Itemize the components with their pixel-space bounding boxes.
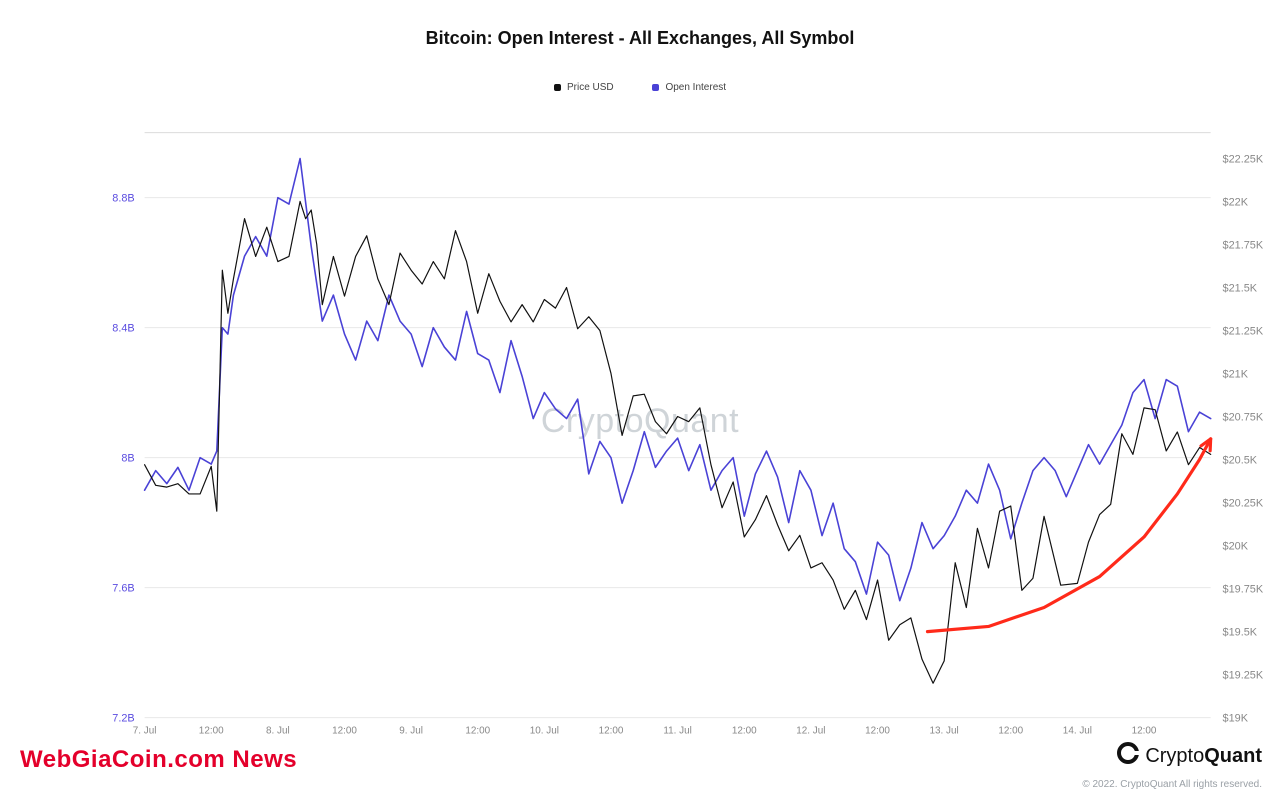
svg-text:8.8B: 8.8B [112, 193, 134, 205]
svg-text:8. Jul: 8. Jul [266, 726, 290, 737]
chart-container: Bitcoin: Open Interest - All Exchanges, … [0, 0, 1280, 806]
legend-label-oi: Open Interest [665, 82, 726, 93]
svg-text:$21.5K: $21.5K [1223, 282, 1258, 294]
chart-title: Bitcoin: Open Interest - All Exchanges, … [0, 28, 1280, 49]
legend-item-price: Price USD [554, 82, 614, 93]
svg-text:8.4B: 8.4B [112, 323, 134, 335]
legend-dot-oi [652, 84, 659, 91]
svg-text:12:00: 12:00 [465, 726, 490, 737]
svg-text:12:00: 12:00 [199, 726, 224, 737]
svg-text:12. Jul: 12. Jul [796, 726, 825, 737]
svg-text:10. Jul: 10. Jul [530, 726, 559, 737]
svg-text:14. Jul: 14. Jul [1063, 726, 1092, 737]
svg-text:11. Jul: 11. Jul [663, 726, 691, 737]
svg-text:12:00: 12:00 [599, 726, 624, 737]
footer-logo: CryptoQuant [1117, 742, 1262, 770]
svg-text:12:00: 12:00 [998, 726, 1023, 737]
copyright-text: © 2022. CryptoQuant All rights reserved. [1082, 779, 1262, 790]
chart-plot: 7.2B 7.6B 8B 8.4B 8.8B $19K $19.25K $19.5K $19.7… [95, 120, 1280, 760]
svg-text:$20.75K: $20.75K [1223, 411, 1264, 423]
svg-text:$22.25K: $22.25K [1223, 153, 1264, 165]
svg-text:12:00: 12:00 [332, 726, 357, 737]
legend: Price USD Open Interest [0, 82, 1280, 94]
cryptoquant-logo-icon [1117, 742, 1139, 770]
svg-text:$20.25K: $20.25K [1223, 498, 1264, 510]
legend-item-oi: Open Interest [652, 82, 726, 93]
svg-text:$19.5K: $19.5K [1223, 627, 1258, 639]
svg-text:$21K: $21K [1223, 368, 1249, 380]
svg-text:9. Jul: 9. Jul [399, 726, 423, 737]
legend-dot-price [554, 84, 561, 91]
legend-label-price: Price USD [567, 82, 614, 93]
svg-text:$21.75K: $21.75K [1223, 239, 1264, 251]
overlay-brand-text: WebGiaCoin.com News [20, 746, 297, 774]
svg-text:7. Jul: 7. Jul [133, 726, 157, 737]
svg-text:12:00: 12:00 [865, 726, 890, 737]
svg-text:13. Jul: 13. Jul [930, 726, 959, 737]
svg-text:$19.75K: $19.75K [1223, 584, 1264, 596]
svg-text:$21.25K: $21.25K [1223, 325, 1264, 337]
svg-text:8B: 8B [121, 453, 134, 465]
svg-text:$19.25K: $19.25K [1223, 670, 1264, 682]
svg-text:$22K: $22K [1223, 196, 1249, 208]
footer-logo-text: CryptoQuant [1145, 745, 1262, 768]
svg-text:$20.5K: $20.5K [1223, 455, 1258, 467]
svg-text:7.2B: 7.2B [112, 713, 134, 725]
svg-text:$20K: $20K [1223, 541, 1249, 553]
svg-text:12:00: 12:00 [1132, 726, 1157, 737]
svg-text:7.6B: 7.6B [112, 583, 134, 595]
svg-text:$19K: $19K [1223, 713, 1249, 725]
svg-text:12:00: 12:00 [732, 726, 757, 737]
